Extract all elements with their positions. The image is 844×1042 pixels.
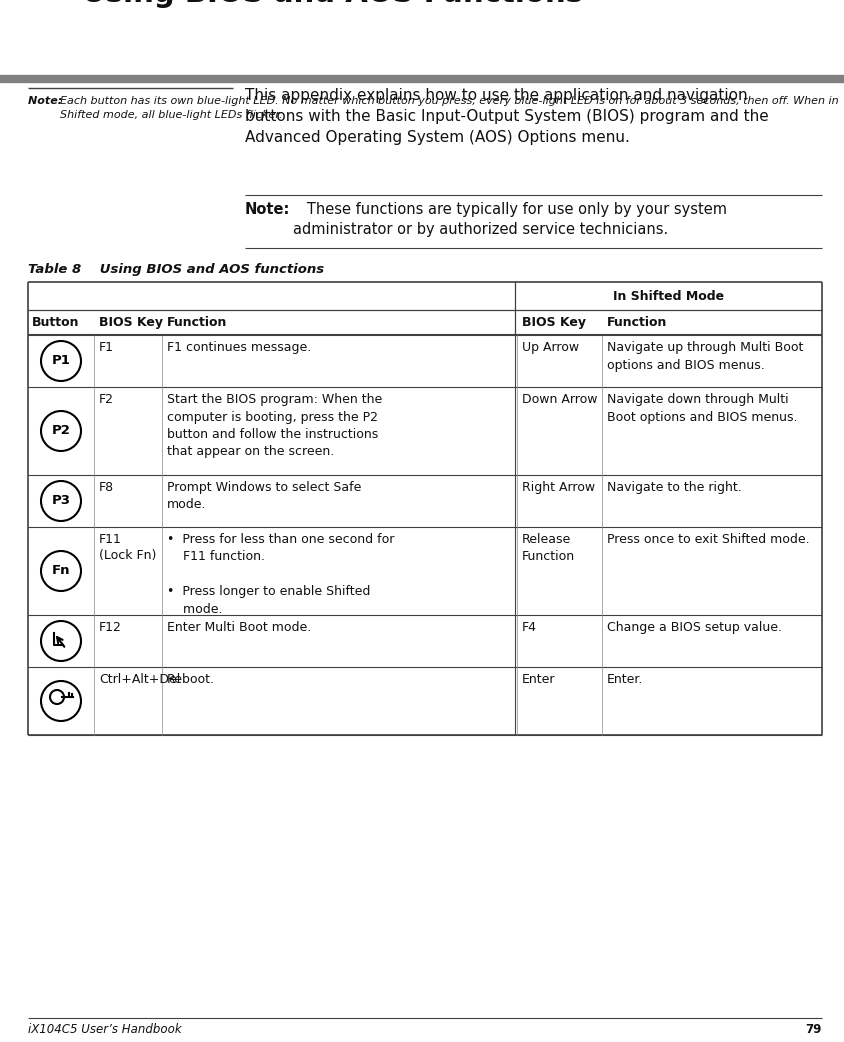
Text: Note:: Note: [245, 202, 290, 217]
Text: Navigate to the right.: Navigate to the right. [607, 481, 742, 494]
Text: Button: Button [32, 316, 79, 329]
Bar [0, 75, 844, 82]
Text: F4: F4 [522, 621, 537, 634]
Text: F2: F2 [99, 393, 114, 406]
Text: iX104C5 User’s Handbook: iX104C5 User’s Handbook [28, 1023, 181, 1036]
Text: F1 continues message.: F1 continues message. [167, 341, 311, 354]
Text: Function: Function [607, 316, 668, 329]
Text: Enter Multi Boot mode.: Enter Multi Boot mode. [167, 621, 311, 634]
Text: Navigate down through Multi
Boot options and BIOS menus.: Navigate down through Multi Boot options… [607, 393, 798, 423]
Text: Reboot.: Reboot. [167, 673, 215, 686]
Text: P1: P1 [51, 354, 70, 368]
Text: In Shifted Mode: In Shifted Mode [613, 290, 724, 302]
Text: Prompt Windows to select Safe
mode.: Prompt Windows to select Safe mode. [167, 481, 361, 512]
Text: Table 8    Using BIOS and AOS functions: Table 8 Using BIOS and AOS functions [28, 263, 324, 276]
Text: B: B [28, 0, 86, 8]
Text: 79: 79 [806, 1023, 822, 1036]
Text: Press once to exit Shifted mode.: Press once to exit Shifted mode. [607, 534, 809, 546]
Text: Enter: Enter [522, 673, 555, 686]
Text: This appendix explains how to use the application and navigation
buttons with th: This appendix explains how to use the ap… [245, 88, 769, 145]
Text: P3: P3 [51, 495, 71, 507]
Text: Down Arrow: Down Arrow [522, 393, 598, 406]
Text: Fn: Fn [51, 565, 70, 577]
Text: •  Press for less than one second for
    F11 function.

•  Press longer to enab: • Press for less than one second for F11… [167, 534, 394, 616]
Circle shape [41, 341, 81, 381]
Text: Right Arrow: Right Arrow [522, 481, 595, 494]
Text: BIOS Key: BIOS Key [522, 316, 586, 329]
Circle shape [41, 621, 81, 661]
Text: Each button has its own blue-light LED. No matter which button you press, every : Each button has its own blue-light LED. … [60, 96, 839, 120]
Text: Enter.: Enter. [607, 673, 643, 686]
Text: These functions are typically for use only by your system
administrator or by au: These functions are typically for use on… [293, 202, 727, 238]
Text: Function: Function [167, 316, 227, 329]
Text: F1: F1 [99, 341, 114, 354]
Circle shape [41, 551, 81, 591]
Circle shape [41, 481, 81, 521]
Text: Change a BIOS setup value.: Change a BIOS setup value. [607, 621, 782, 634]
Text: BIOS Key: BIOS Key [99, 316, 163, 329]
Circle shape [41, 411, 81, 451]
Text: F8: F8 [99, 481, 114, 494]
Text: Navigate up through Multi Boot
options and BIOS menus.: Navigate up through Multi Boot options a… [607, 341, 803, 372]
Text: P2: P2 [51, 424, 70, 438]
Text: Using BIOS and AOS Functions: Using BIOS and AOS Functions [82, 0, 583, 8]
Text: Release
Function: Release Function [522, 534, 575, 563]
Text: Ctrl+Alt+Del: Ctrl+Alt+Del [99, 673, 181, 686]
Text: F12: F12 [99, 621, 122, 634]
Text: Start the BIOS program: When the
computer is booting, press the P2
button and fo: Start the BIOS program: When the compute… [167, 393, 382, 458]
Circle shape [41, 681, 81, 721]
Text: F11
(Lock Fn): F11 (Lock Fn) [99, 534, 156, 563]
Text: Note:: Note: [28, 96, 70, 106]
Text: Up Arrow: Up Arrow [522, 341, 579, 354]
